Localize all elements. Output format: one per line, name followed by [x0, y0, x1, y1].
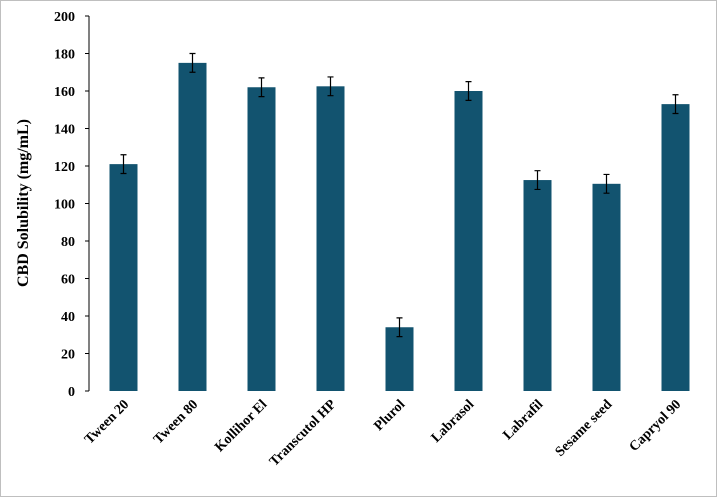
bar [454, 91, 483, 391]
bar [661, 104, 690, 391]
bar [592, 183, 621, 391]
y-tick-label: 200 [54, 10, 75, 25]
bar [247, 87, 276, 391]
y-tick-label: 60 [61, 273, 75, 288]
y-tick-label: 120 [54, 160, 75, 175]
error-bar [465, 81, 472, 101]
y-axis-label: CBD Solubility (mg/mL) [15, 119, 32, 287]
error-bar [120, 154, 127, 175]
error-bar [603, 173, 610, 194]
y-tick-label: 80 [61, 235, 75, 250]
y-tick-label: 100 [54, 198, 75, 213]
y-tick-label: 20 [61, 348, 75, 363]
error-bar [258, 77, 265, 98]
error-bar [396, 317, 403, 338]
y-tick-label: 140 [54, 123, 75, 138]
error-bar [534, 170, 541, 191]
error-bar [672, 94, 679, 115]
bar [109, 164, 138, 391]
bar [385, 327, 414, 391]
error-bar [189, 52, 196, 73]
bar [178, 62, 207, 391]
y-tick-label: 40 [61, 310, 75, 325]
bar [316, 86, 345, 391]
y-tick-label: 0 [68, 385, 75, 400]
error-bar [327, 76, 334, 97]
y-tick-label: 160 [54, 85, 75, 100]
bar [523, 180, 552, 391]
y-tick-label: 180 [54, 48, 75, 63]
